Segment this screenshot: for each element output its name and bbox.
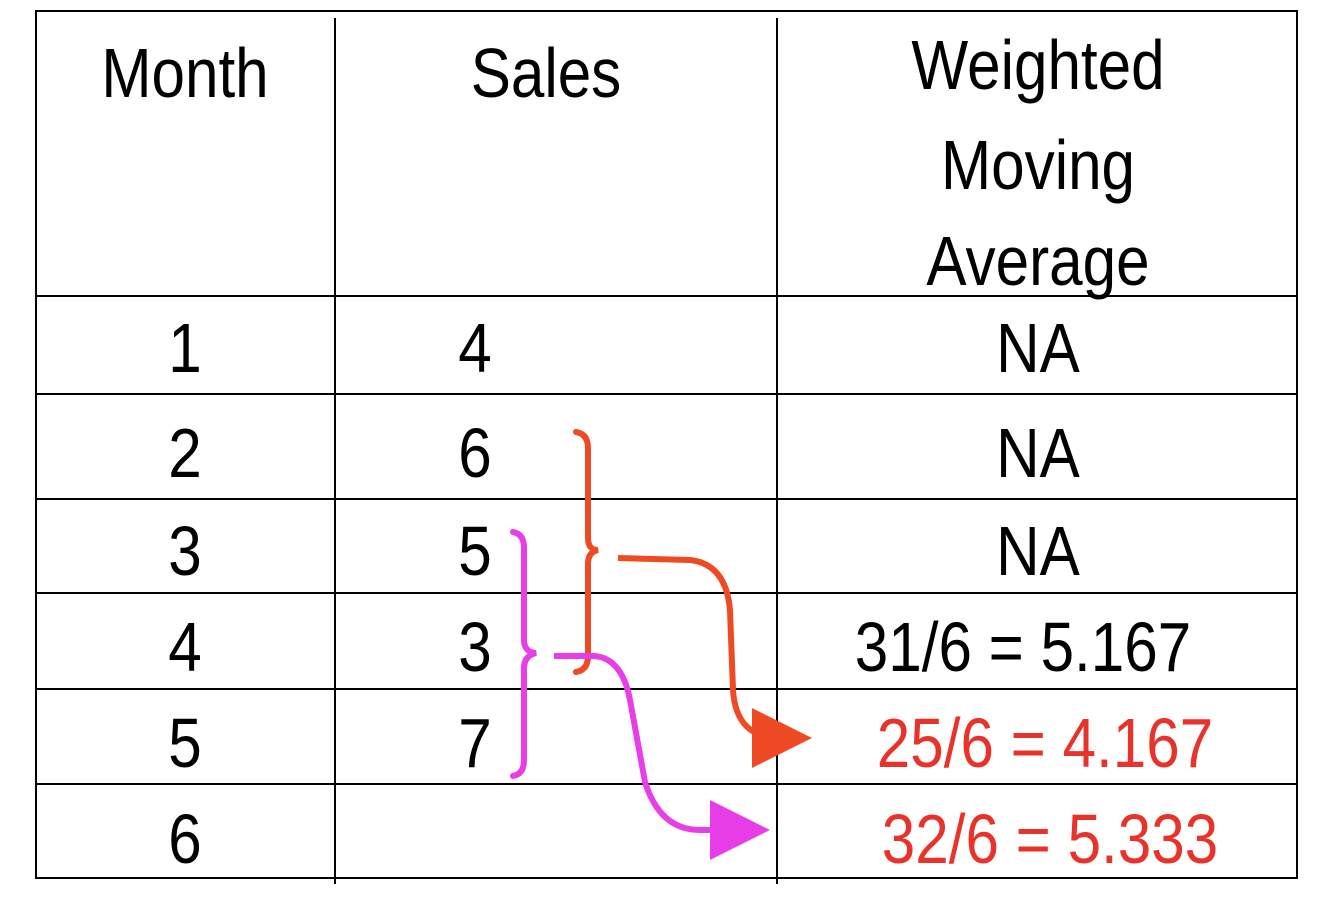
table-cell-wma: 31/6 = 5.167 — [854, 608, 1192, 686]
table-cell-month: 3 — [168, 512, 202, 590]
table-cell-wma: NA — [996, 414, 1080, 492]
table-cell-sales: 3 — [458, 608, 492, 686]
table-cell-month: 1 — [168, 309, 202, 387]
table-cell-wma-highlight: 32/6 = 5.333 — [881, 800, 1219, 878]
table-cell-sales: 6 — [458, 414, 492, 492]
magenta-brace — [510, 529, 537, 779]
table-cell-sales: 4 — [458, 309, 492, 387]
row-divider-4 — [35, 688, 1297, 690]
header-sales: Sales — [470, 34, 622, 112]
magenta-arrow — [554, 653, 770, 860]
table-cell-month: 4 — [168, 608, 202, 686]
orange-arrow — [617, 555, 812, 768]
table-left-border — [35, 10, 37, 879]
header-wma-line1: Weighted — [911, 26, 1165, 104]
table-cell-month: 6 — [168, 800, 202, 878]
table-bottom-border — [35, 877, 1297, 879]
orange-brace — [573, 429, 599, 675]
row-divider-5 — [35, 783, 1297, 785]
table-cell-wma-highlight: 25/6 = 4.167 — [876, 704, 1214, 782]
header-month: Month — [101, 34, 269, 112]
header-wma-line3: Average — [926, 222, 1150, 300]
row-divider-3 — [35, 592, 1297, 594]
table-cell-sales: 5 — [458, 512, 492, 590]
table-cell-sales: 7 — [458, 704, 492, 782]
table-cell-wma: NA — [996, 512, 1080, 590]
col-divider-2 — [776, 18, 778, 884]
header-row-divider — [35, 295, 1297, 297]
table-right-border — [1296, 10, 1298, 879]
table-cell-wma: NA — [996, 309, 1080, 387]
header-wma-line2: Moving — [940, 126, 1136, 204]
col-divider-1 — [334, 18, 336, 884]
row-divider-1 — [35, 393, 1297, 395]
table-top-border — [35, 10, 1297, 12]
table-cell-month: 5 — [168, 704, 202, 782]
table-cell-month: 2 — [168, 414, 202, 492]
row-divider-2 — [35, 498, 1297, 500]
